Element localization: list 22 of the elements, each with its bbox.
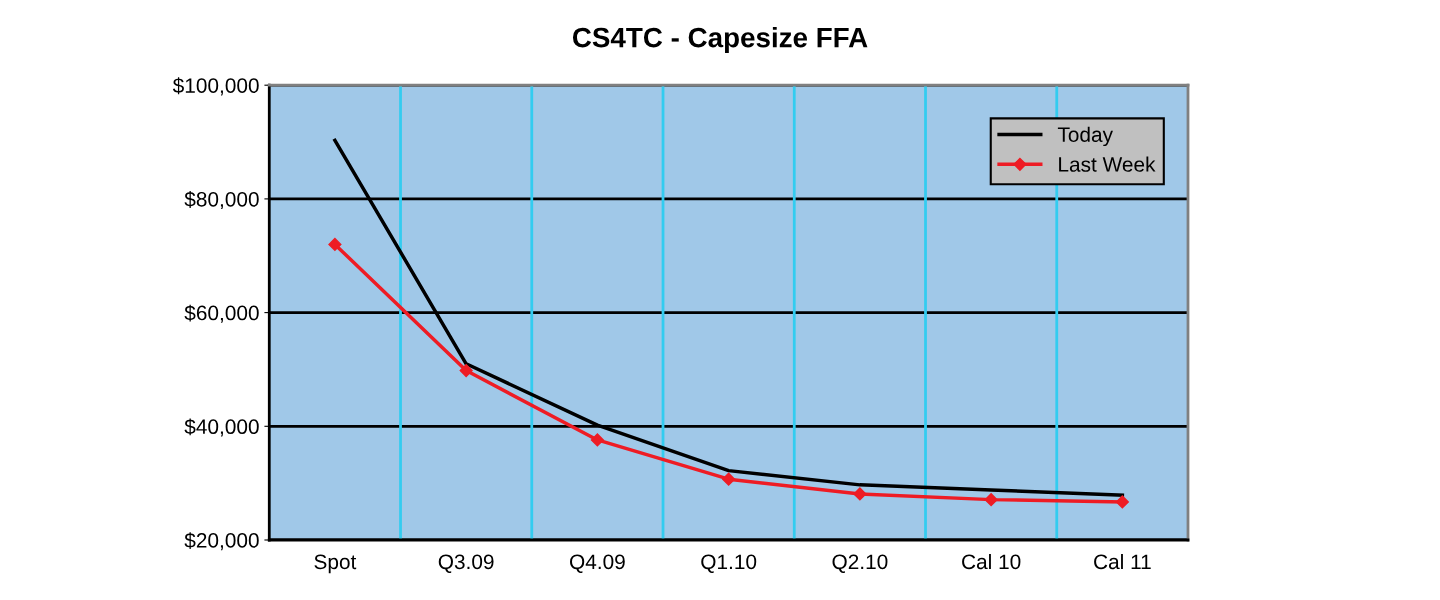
point xyxy=(1115,495,1129,509)
legend-label: Today xyxy=(1057,126,1113,147)
point xyxy=(590,433,604,447)
x-tick-label: Q2.10 xyxy=(832,554,888,573)
x-tick-label: Cal 11 xyxy=(1094,553,1151,570)
point xyxy=(722,472,736,486)
y-tick-label: $100,000 xyxy=(172,77,259,96)
point xyxy=(984,493,998,507)
y-tick-label: $80,000 xyxy=(184,191,259,210)
y-tick-label: $40,000 xyxy=(184,418,259,437)
x-tick-label: Q1.10 xyxy=(701,554,757,573)
point xyxy=(459,363,473,378)
chart-title: CS4TC - Capesize FFA xyxy=(572,27,868,53)
y-tick-label: $60,000 xyxy=(184,304,259,323)
x-tick-label: Spot xyxy=(314,554,357,574)
point xyxy=(328,237,342,251)
y-tick-label: $20,000 xyxy=(184,532,259,551)
x-tick-label: Q3.09 xyxy=(438,554,494,573)
x-tick-label: Cal 10 xyxy=(962,553,1021,570)
legend-label: Last Week xyxy=(1059,156,1156,172)
point xyxy=(853,487,867,501)
x-tick-label: Q4.09 xyxy=(570,554,625,573)
